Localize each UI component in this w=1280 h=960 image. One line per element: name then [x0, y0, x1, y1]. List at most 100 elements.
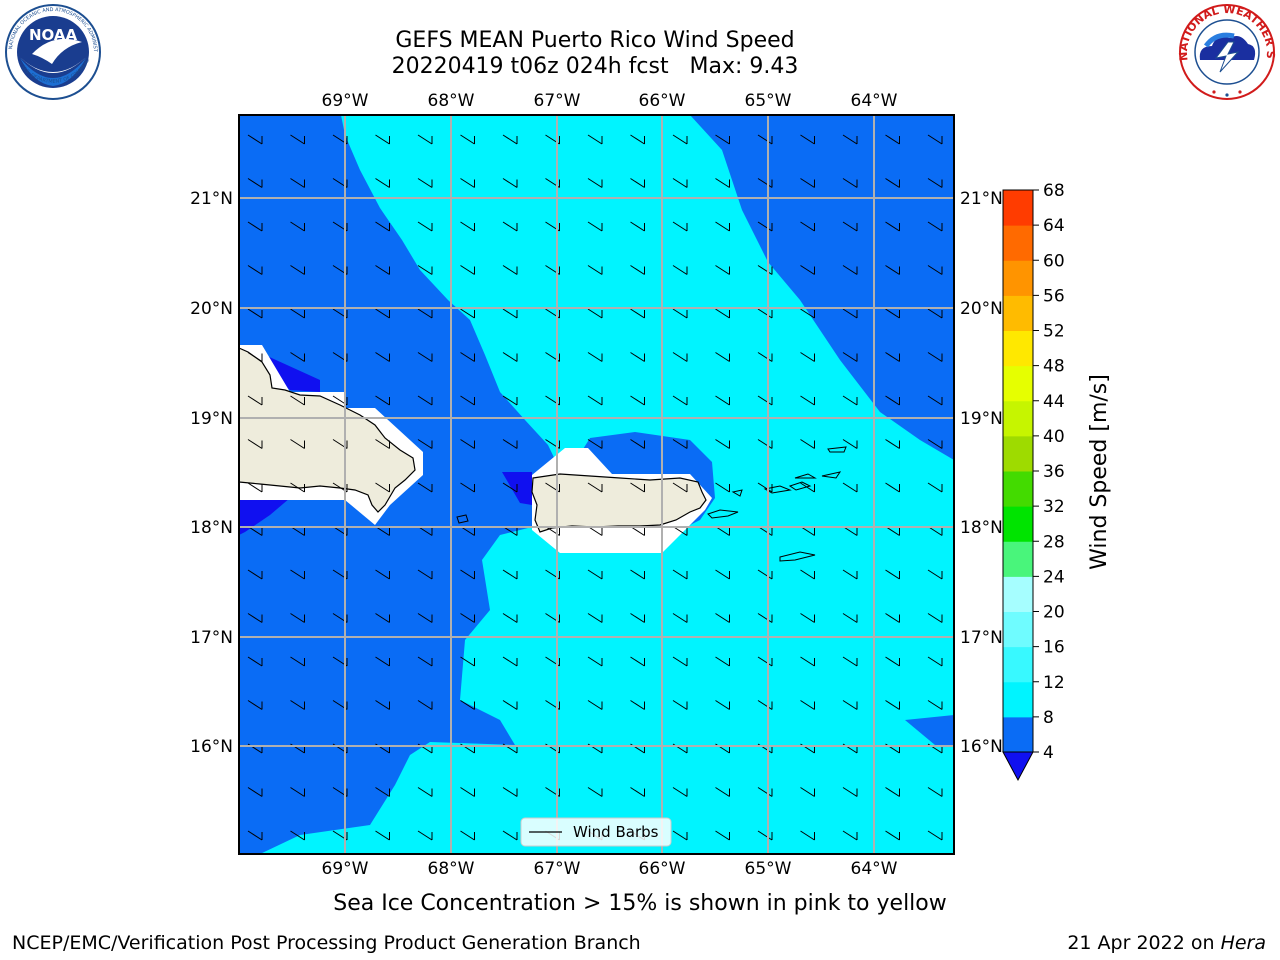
wind-barb	[460, 787, 475, 797]
wind-barb	[757, 265, 773, 275]
wind-barb	[502, 439, 518, 449]
wind-barb	[375, 178, 390, 188]
wind-barb	[715, 613, 730, 623]
wind-barb	[247, 613, 263, 623]
wind-barb	[757, 569, 773, 580]
wind-barb	[885, 569, 900, 580]
wind-barb	[502, 569, 518, 580]
colorbar-tick-label: 28	[1043, 532, 1065, 552]
wind-barb	[630, 656, 645, 667]
wind-barb	[672, 178, 688, 188]
wind-barb	[715, 178, 730, 188]
colorbar-segment	[1003, 611, 1033, 648]
colorbar-segment	[1003, 716, 1033, 753]
wind-barb	[757, 178, 773, 188]
wind-barb	[842, 787, 858, 797]
colorbar-tick-label: 60	[1043, 251, 1065, 271]
wind-barb	[672, 700, 688, 710]
wind-barb	[460, 569, 475, 580]
wind-barb	[290, 787, 305, 797]
wind-barb	[842, 308, 858, 319]
wind-barb	[800, 482, 815, 493]
wind-barb	[290, 308, 305, 319]
wind-barb	[757, 134, 773, 145]
wind-barb	[672, 395, 688, 406]
wind-barb	[417, 482, 433, 493]
wind-barb	[375, 787, 390, 797]
wind-barb	[587, 265, 603, 275]
colorbar-tick-label: 8	[1043, 708, 1054, 728]
lon-label-bottom: 68°W	[428, 859, 475, 879]
wind-barb	[800, 700, 815, 710]
colorbar-tick-label: 24	[1043, 567, 1065, 587]
wind-barb	[842, 656, 858, 667]
wind-barb	[290, 482, 305, 493]
wind-barb	[885, 265, 900, 275]
wind-barb	[672, 613, 688, 623]
wind-barb	[800, 178, 815, 188]
colorbar-segment	[1003, 681, 1033, 718]
wind-barb	[715, 700, 730, 710]
lon-label-bottom: 67°W	[534, 859, 581, 879]
colorbar-tick-label: 64	[1043, 216, 1065, 236]
wind-barb	[885, 308, 900, 319]
wind-barb	[247, 569, 263, 580]
wind-barb	[715, 221, 730, 232]
wind-barb	[672, 656, 688, 667]
wind-barb	[460, 308, 475, 319]
hispaniola-land	[239, 347, 416, 513]
wind-barb	[842, 221, 858, 232]
field-deep-west	[239, 498, 290, 535]
wind-barb	[757, 700, 773, 710]
wind-barb	[927, 439, 943, 449]
wind-barb	[672, 308, 688, 319]
wind-barb	[290, 395, 305, 406]
wind-barb	[927, 700, 943, 710]
plot-title-line2: 20220419 t06z 024h fcst Max: 9.43	[391, 54, 799, 79]
wind-barb	[417, 656, 433, 667]
wind-barb	[757, 308, 773, 319]
wind-barb	[800, 352, 815, 362]
wind-barb	[417, 134, 433, 145]
wind-barb	[502, 395, 518, 406]
wind-barb	[417, 265, 433, 275]
wind-barb	[842, 569, 858, 580]
wind-barbs	[247, 134, 943, 841]
colorbar-tick-label: 20	[1043, 603, 1065, 623]
wind-barb	[672, 482, 688, 493]
wind-barb	[630, 482, 645, 493]
wind-barb	[672, 830, 688, 841]
lat-label-left: 16°N	[190, 737, 233, 757]
wind-barb	[502, 352, 518, 362]
wind-barb	[800, 569, 815, 580]
wind-barb	[375, 700, 390, 710]
wind-barb	[417, 395, 433, 406]
wind-barb	[927, 787, 943, 797]
wind-barb	[290, 569, 305, 580]
wind-barb	[630, 787, 645, 797]
wind-barb	[460, 178, 475, 188]
wind-barb	[587, 482, 603, 493]
colorbar-label: Wind Speed [m/s]	[1087, 374, 1112, 570]
wind-barb	[630, 265, 645, 275]
wind-barb	[460, 439, 475, 449]
wind-barb	[715, 395, 730, 406]
plot-title-line1: GEFS MEAN Puerto Rico Wind Speed	[395, 28, 795, 53]
wind-barb	[885, 439, 900, 449]
wind-barb	[290, 439, 305, 449]
wind-barb	[375, 656, 390, 667]
footer-machine: Hera	[1220, 932, 1266, 954]
wind-barb	[672, 265, 688, 275]
wind-barb	[927, 830, 943, 841]
wind-barb	[800, 439, 815, 449]
wind-barb	[672, 134, 688, 145]
wind-barb	[417, 352, 433, 362]
wind-barb	[757, 787, 773, 797]
wind-barb	[715, 308, 730, 319]
footer-date-text: 21 Apr 2022 on	[1067, 932, 1221, 954]
colorbar-segment	[1003, 295, 1033, 331]
colorbar-tick-label: 32	[1043, 497, 1065, 517]
wind-barb	[800, 395, 815, 406]
wind-barb	[247, 308, 263, 319]
